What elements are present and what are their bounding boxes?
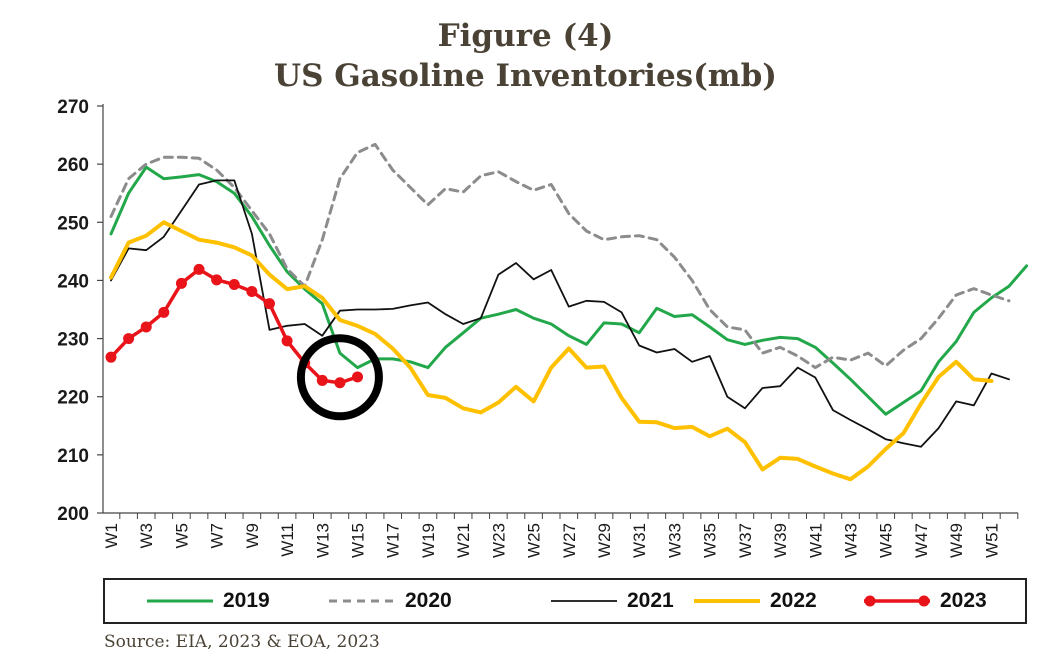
- legend-label-2021: 2021: [627, 589, 674, 612]
- x-tick-label: W31: [630, 523, 649, 558]
- legend-label-2020: 2020: [405, 589, 452, 612]
- x-tick-label: W7: [208, 523, 227, 549]
- legend: 2019 2020 2021 2022 2023: [103, 578, 1027, 624]
- series-point-2023: [158, 306, 170, 318]
- series-line-2021: [110, 179, 1010, 448]
- legend-item-2023: 2023: [862, 580, 987, 622]
- series-point-2023: [211, 274, 223, 286]
- x-tick-label: W13: [313, 523, 332, 558]
- series-point-2023: [175, 277, 187, 289]
- x-tick-label: W9: [243, 523, 262, 549]
- title-line-2: US Gasoline Inventories(mb): [274, 58, 777, 94]
- x-tick-label: W37: [736, 523, 755, 558]
- y-tick-label: 260: [57, 155, 89, 176]
- legend-label-2023: 2023: [940, 589, 987, 612]
- series-point-2023: [334, 377, 346, 389]
- x-tick-label: W43: [842, 523, 861, 558]
- x-tick-label: W33: [665, 523, 684, 558]
- x-tick-label: W41: [806, 523, 825, 558]
- title-line-1: Figure (4): [437, 18, 614, 54]
- x-tick-label: W35: [701, 523, 720, 558]
- series-point-2023: [263, 298, 275, 310]
- x-tick-label: W15: [349, 523, 368, 558]
- series-point-2023: [246, 285, 258, 297]
- series-line-2022: [109, 220, 994, 482]
- series-point-2023: [352, 371, 364, 383]
- series-point-2023: [281, 335, 293, 347]
- x-tick-label: W21: [454, 523, 473, 558]
- y-tick-label: 270: [57, 97, 89, 118]
- x-tick-label: W47: [912, 523, 931, 558]
- y-tick-label: 250: [57, 213, 89, 234]
- series-point-2023: [123, 333, 135, 345]
- series-line-2020: [109, 142, 1011, 370]
- series-point-2023: [140, 321, 152, 333]
- legend-swatch-2022: [694, 599, 760, 603]
- legend-item-2021: 2021: [549, 580, 674, 622]
- y-tick-label: 230: [57, 330, 89, 351]
- x-tick-label: W3: [137, 523, 156, 549]
- line-chart: 200 210 220 230 240 250 260 270 W1 W3 W5 W7 W9 W11 W13…: [57, 97, 1029, 558]
- x-tick-label: W49: [947, 523, 966, 558]
- x-tick-label: W27: [560, 523, 579, 558]
- legend-swatch-2019: [147, 599, 213, 603]
- y-tick-label: 220: [57, 388, 89, 409]
- legend-swatch-2023: [864, 595, 930, 607]
- x-tick-label: W45: [877, 523, 896, 558]
- series-point-2023: [228, 278, 240, 290]
- legend-item-2020: 2020: [327, 580, 452, 622]
- series-line-2019: [109, 165, 1029, 416]
- x-tick-label: W19: [419, 523, 438, 558]
- x-tick-label: W11: [278, 523, 297, 557]
- annotation-circle: [296, 334, 383, 421]
- legend-swatch-2020: [329, 599, 395, 603]
- series-point-2023: [316, 374, 328, 386]
- chart-title: Figure (4) US Gasoline Inventories(mb): [0, 16, 1051, 96]
- x-tick-label: W29: [595, 523, 614, 558]
- source-note: Source: EIA, 2023 & EOA, 2023: [104, 632, 380, 652]
- x-tick-label: W51: [982, 523, 1001, 558]
- x-tick-label: W17: [384, 523, 403, 558]
- legend-label-2019: 2019: [223, 589, 270, 612]
- x-tick-label: W5: [172, 523, 191, 549]
- legend-label-2022: 2022: [770, 589, 817, 612]
- legend-swatch-2021: [551, 600, 617, 602]
- legend-item-2019: 2019: [145, 580, 270, 622]
- y-tick-label: 210: [57, 446, 89, 467]
- x-tick-label: W23: [489, 523, 508, 558]
- legend-item-2022: 2022: [692, 580, 817, 622]
- series-point-2023: [105, 351, 117, 363]
- x-tick-label: W25: [525, 523, 544, 558]
- y-tick-label: 200: [57, 504, 89, 525]
- y-tick-label: 240: [57, 271, 89, 292]
- x-tick-label: W39: [771, 523, 790, 558]
- x-tick-label: W1: [102, 523, 121, 549]
- series-point-2023: [193, 263, 205, 275]
